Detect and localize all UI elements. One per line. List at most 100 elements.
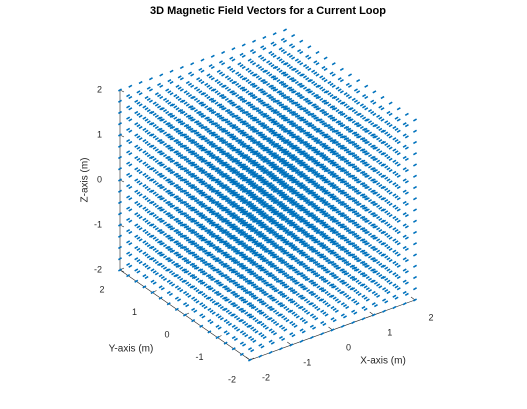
vector [190,95,195,100]
vector [165,223,170,227]
vector [134,200,139,205]
vector [283,62,287,66]
vector [269,285,274,289]
vector [392,215,397,220]
vector [392,137,397,141]
vector [262,125,267,130]
vector [392,159,397,163]
vector [308,279,313,283]
vector [231,80,236,85]
vector [353,144,358,148]
vector [239,120,244,124]
vector [276,225,281,229]
vector [343,304,347,308]
vector [309,335,314,340]
vector [270,210,275,214]
vector [240,298,245,302]
vector [325,259,330,263]
vector [319,244,324,248]
vector [146,176,151,180]
vector [292,247,297,251]
y-tick-label: 1 [132,307,137,317]
vector [396,287,401,291]
vector [283,305,288,310]
vector [253,253,258,257]
vector [279,281,284,285]
vector [364,264,369,268]
vector [359,114,364,118]
vector [249,60,254,64]
vector [388,202,393,206]
vector [217,304,222,308]
vector [273,309,277,313]
vector [146,165,151,169]
vector [343,114,348,118]
vector [364,129,369,133]
vector [246,313,251,317]
vector [152,202,157,206]
vector [152,191,157,195]
vector [177,255,182,259]
vector [252,95,257,100]
vector [307,169,312,173]
vector [297,60,302,64]
vector [353,223,358,227]
vector [353,245,358,250]
vector [229,169,234,173]
vector [188,184,192,188]
vector [343,315,347,319]
vector [327,170,332,175]
vector [152,157,157,161]
vector [247,80,252,85]
vector [235,172,240,176]
vector [323,180,328,184]
vector [154,137,159,141]
vector [227,234,232,238]
vector [214,79,219,83]
vector [165,110,170,115]
vector [148,167,153,171]
vector [239,109,244,113]
vector [291,202,296,206]
vector [276,101,281,105]
vector [270,341,275,345]
vector [311,137,316,141]
vector [210,77,215,81]
vector [353,234,358,238]
vector [305,133,310,137]
vector [313,105,318,109]
vector [175,185,180,190]
vector [222,307,227,311]
vector [364,253,369,257]
vector [193,221,198,225]
vector [364,230,369,235]
vector [294,148,299,152]
vector [372,202,377,206]
vector [368,221,372,225]
vector [290,245,295,250]
vector [297,139,302,143]
vector [177,210,182,214]
vector [331,197,336,201]
vector [138,227,143,231]
vector [335,255,340,259]
vector [356,146,361,150]
vector [169,204,174,208]
vector [356,157,361,161]
vector [365,275,370,280]
vector [136,236,141,240]
vector [175,208,180,212]
vector [288,110,293,115]
vector [279,292,284,296]
vector [394,139,399,143]
vector [208,142,213,146]
vector [128,95,133,100]
vector [313,217,318,221]
vector [187,283,192,287]
vector [282,229,287,233]
vector [348,107,352,111]
vector [138,170,143,175]
vector [280,172,285,176]
vector [163,120,167,124]
vector [269,307,274,311]
